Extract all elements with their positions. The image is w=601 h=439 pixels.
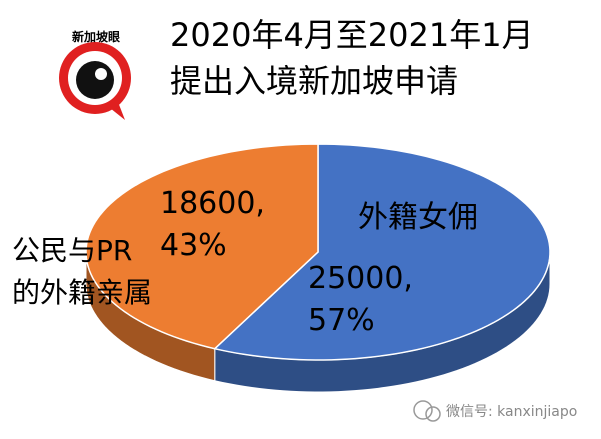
logo-tail [110, 102, 125, 120]
wechat-icon [413, 400, 433, 420]
logo-text: 新加坡眼 [72, 30, 121, 44]
chart-title: 2020年4月至2021年1月 提出入境新加坡申请 [170, 16, 534, 100]
data-label: 25000, 57% [308, 261, 413, 338]
slice [85, 143, 319, 350]
slice [213, 143, 551, 361]
data-label: 18600, 43% [160, 186, 265, 263]
category-label: 公民与PR 的外籍亲属 [12, 234, 153, 309]
watermark: 微信号: kanxinjiapo [446, 404, 578, 420]
category-label: 外籍女佣 [358, 200, 478, 235]
logo [59, 42, 131, 120]
logo-eye [76, 61, 114, 99]
pie [85, 143, 551, 393]
wechat-icon [425, 406, 441, 422]
logo-glint [95, 68, 107, 80]
